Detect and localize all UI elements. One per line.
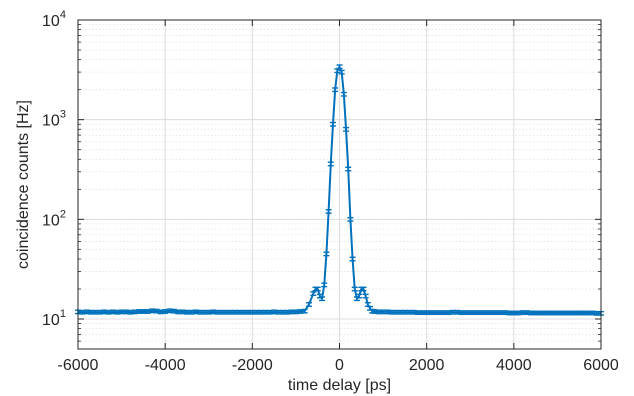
data-point: [356, 293, 363, 299]
data-point: [314, 286, 321, 292]
data-point: [343, 126, 350, 132]
data-point: [162, 309, 169, 314]
data-point: [336, 64, 343, 70]
data-point: [338, 69, 345, 75]
x-tick-label: -4000: [145, 357, 186, 374]
y-tick-label: 101: [42, 308, 66, 329]
data-point: [340, 91, 347, 97]
x-tick-label: 4000: [496, 357, 532, 374]
data-point: [170, 308, 177, 314]
y-tick-label: 103: [42, 109, 66, 130]
data-point: [332, 87, 339, 93]
data-point: [323, 251, 330, 257]
data-point: [345, 166, 352, 172]
data-point: [362, 293, 369, 299]
data-point: [321, 282, 328, 288]
data-point: [319, 296, 326, 302]
data-point: [349, 256, 356, 262]
x-tick-labels: -6000 -4000 -2000 0 2000 4000 6000: [58, 357, 619, 374]
x-tick-label: 6000: [583, 357, 619, 374]
x-axis-label: time delay [ps]: [288, 377, 391, 394]
x-tick-label: 0: [335, 357, 344, 374]
data-point: [360, 286, 367, 292]
data-point: [310, 291, 317, 297]
data-point: [329, 121, 336, 127]
y-tick-label: 102: [42, 208, 66, 229]
data-point: [305, 302, 312, 307]
y-tick-labels: 101 102 103 104: [42, 9, 66, 329]
ticks: [77, 19, 602, 349]
series-layer: [75, 64, 604, 316]
data-point: [153, 308, 160, 314]
data-point: [301, 308, 308, 314]
data-point: [351, 286, 358, 292]
y-axis-label: coincidence counts [Hz]: [15, 100, 32, 269]
data-point: [347, 216, 354, 222]
x-tick-label: 2000: [409, 357, 445, 374]
y-tick-label: 104: [42, 9, 66, 30]
data-point: [325, 209, 332, 214]
x-tick-label: -6000: [58, 357, 99, 374]
data-point: [144, 309, 151, 314]
data-point: [327, 161, 334, 167]
x-tick-label: -2000: [232, 357, 273, 374]
